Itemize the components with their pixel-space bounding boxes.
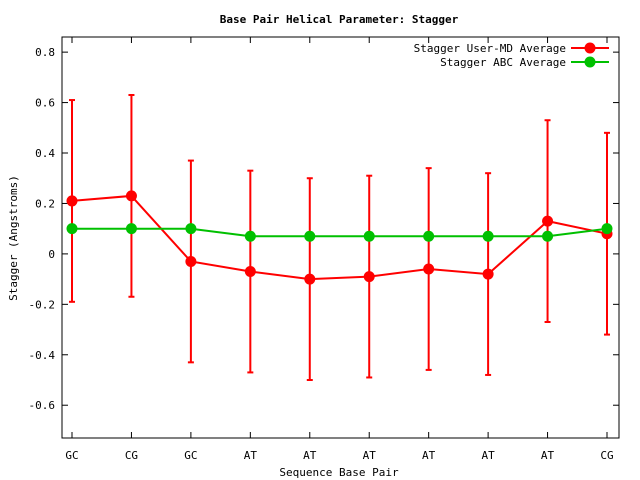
x-tick-label: CG — [600, 449, 613, 462]
plot-area-frame — [61, 36, 620, 439]
x-tick-label: AT — [303, 449, 317, 462]
legend-item-abc: Stagger ABC Average — [440, 56, 609, 69]
data-point-abc — [601, 223, 613, 235]
data-point-user-md — [244, 266, 256, 278]
data-point-abc — [125, 223, 137, 235]
data-point-user-md — [125, 190, 137, 202]
y-tick-label: 0.6 — [35, 97, 55, 110]
x-tick-label: CG — [125, 449, 138, 462]
legend-marker-user-md — [584, 42, 596, 54]
x-axis-label: Sequence Base Pair — [279, 466, 399, 479]
legend-marker-abc — [584, 56, 596, 68]
data-point-user-md — [423, 263, 435, 275]
data-point-abc — [542, 230, 554, 242]
x-tick-label: AT — [244, 449, 258, 462]
data-point-user-md — [304, 273, 316, 285]
x-tick-label: AT — [481, 449, 495, 462]
x-axis: GC CG GC AT AT AT AT AT AT CG — [65, 37, 614, 462]
legend-label-abc: Stagger ABC Average — [440, 56, 566, 69]
data-point-abc — [482, 230, 494, 242]
data-point-abc — [423, 230, 435, 242]
y-tick-label: 0.2 — [35, 197, 55, 210]
series-line-user-md — [71, 194, 608, 281]
data-point-user-md — [482, 268, 494, 280]
x-tick-label: AT — [363, 449, 377, 462]
series-line-abc — [72, 227, 608, 238]
chart-title: Base Pair Helical Parameter: Stagger — [220, 13, 459, 26]
data-point-abc — [244, 230, 256, 242]
y-axis: -0.6 -0.4 -0.2 0 0.2 0.4 0.6 0.8 — [29, 46, 619, 412]
legend-item-user-md: Stagger User-MD Average — [414, 42, 609, 55]
x-tick-label: GC — [65, 449, 78, 462]
y-tick-label: -0.6 — [29, 399, 56, 412]
data-point-abc — [185, 223, 197, 235]
x-tick-label: AT — [541, 449, 555, 462]
y-axis-label: Stagger (Angstroms) — [7, 175, 20, 301]
y-tick-label: 0.4 — [35, 147, 55, 160]
x-tick-label: AT — [422, 449, 436, 462]
data-point-abc — [363, 230, 375, 242]
y-tick-label: 0 — [48, 248, 55, 261]
y-tick-label: 0.8 — [35, 46, 55, 59]
legend: Stagger User-MD Average Stagger ABC Aver… — [414, 42, 609, 69]
x-tick-label: GC — [184, 449, 197, 462]
series-layer — [66, 94, 613, 381]
y-tick-label: -0.4 — [29, 349, 56, 362]
y-tick-label: -0.2 — [29, 298, 56, 311]
data-point-user-md — [66, 195, 78, 207]
data-point-user-md — [363, 271, 375, 283]
data-point-abc — [304, 230, 316, 242]
data-point-user-md — [185, 255, 197, 267]
data-point-user-md — [542, 215, 554, 227]
data-point-abc — [66, 223, 78, 235]
legend-label-user-md: Stagger User-MD Average — [414, 42, 566, 55]
